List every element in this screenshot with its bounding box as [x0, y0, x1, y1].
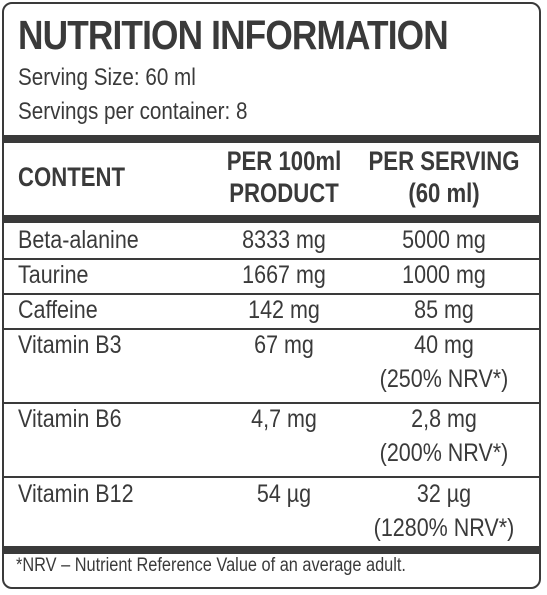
row-divider: [4, 402, 539, 404]
row-per100-vitamin-b12: 54 µg: [256, 480, 312, 508]
header-bottom-rule: [4, 215, 539, 223]
row-serving-caffeine: 85 mg: [414, 296, 474, 324]
row-per100-caffeine: 142 mg: [248, 296, 320, 324]
row-per100-beta-alanine: 8333 mg: [242, 226, 326, 254]
label-title: NUTRITION INFORMATION: [18, 12, 449, 58]
nutrition-label: NUTRITION INFORMATION Serving Size: 60 m…: [2, 2, 541, 589]
row-name-vitamin-b6: Vitamin B6: [18, 405, 122, 433]
header-per-serving-line2: (60 ml): [408, 178, 480, 208]
row-name-vitamin-b3: Vitamin B3: [18, 331, 122, 359]
servings-per-container: Servings per container: 8: [18, 98, 248, 125]
row-nrv-vitamin-b3: (250% NRV*): [379, 365, 509, 393]
header-top-rule: [4, 135, 539, 143]
row-serving-vitamin-b3: 40 mg: [414, 331, 474, 359]
row-serving-vitamin-b6: 2,8 mg: [411, 405, 477, 433]
row-name-beta-alanine: Beta-alanine: [18, 226, 139, 254]
row-per100-vitamin-b6: 4,7 mg: [251, 405, 317, 433]
row-nrv-vitamin-b6: (200% NRV*): [379, 439, 509, 467]
table-bottom-rule: [4, 546, 539, 554]
row-divider: [4, 476, 539, 478]
serving-size: Serving Size: 60 ml: [18, 64, 196, 91]
row-per100-vitamin-b3: 67 mg: [254, 331, 314, 359]
row-divider: [4, 328, 539, 330]
row-per100-taurine: 1667 mg: [242, 261, 326, 289]
row-serving-beta-alanine: 5000 mg: [402, 226, 486, 254]
header-per-serving-line1: PER SERVING: [368, 146, 520, 176]
header-per-serving: PER SERVING (60 ml): [362, 145, 526, 209]
header-per100-line2: PRODUCT: [229, 178, 339, 208]
row-nrv-vitamin-b12: (1280% NRV*): [373, 514, 515, 542]
row-name-vitamin-b12: Vitamin B12: [18, 480, 134, 508]
nrv-footnote: *NRV – Nutrient Reference Value of an av…: [16, 555, 406, 576]
row-name-taurine: Taurine: [18, 261, 89, 289]
header-content: CONTENT: [18, 162, 126, 192]
header-per100: PER 100ml PRODUCT: [202, 145, 366, 209]
header-per100-line1: PER 100ml: [226, 146, 342, 176]
row-name-caffeine: Caffeine: [18, 296, 98, 324]
row-divider: [4, 258, 539, 260]
row-serving-vitamin-b12: 32 µg: [416, 480, 472, 508]
row-serving-taurine: 1000 mg: [402, 261, 486, 289]
row-divider: [4, 293, 539, 295]
